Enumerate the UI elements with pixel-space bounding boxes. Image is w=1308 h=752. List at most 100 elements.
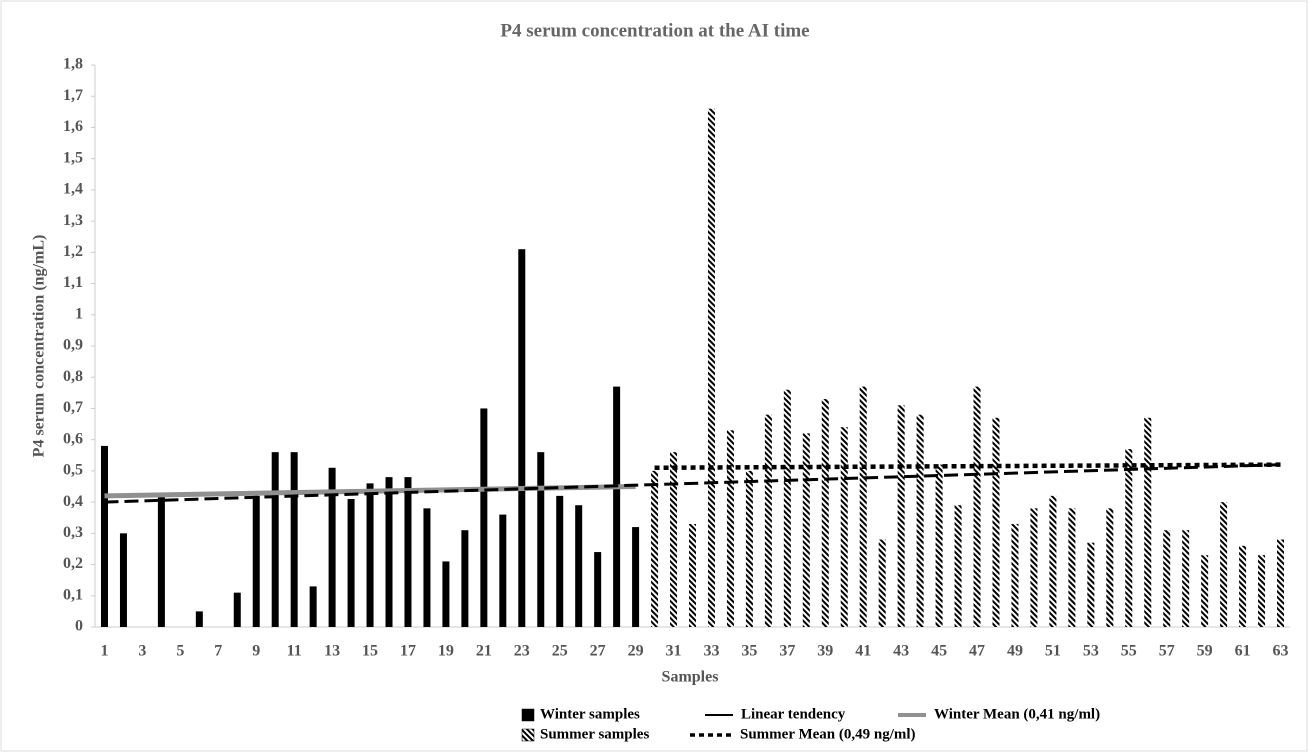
y-tick-label: 0,6 — [63, 430, 83, 447]
bar — [1220, 502, 1228, 627]
x-tick-label: 9 — [252, 643, 260, 660]
bar — [764, 414, 772, 627]
bar — [897, 405, 905, 627]
bar — [1201, 555, 1209, 627]
bar — [651, 470, 659, 627]
x-tick-label: 43 — [893, 643, 909, 660]
bar — [480, 408, 488, 627]
x-tick-label: 53 — [1083, 643, 1099, 660]
bar — [100, 445, 108, 627]
bar — [1125, 449, 1133, 627]
x-tick-label: 59 — [1197, 643, 1213, 660]
bar — [783, 389, 791, 627]
legend-label: Winter Mean (0,41 ng/ml) — [934, 706, 1100, 722]
y-tick-label: 1,2 — [63, 243, 83, 260]
bar — [1011, 523, 1019, 627]
bar — [233, 592, 241, 627]
y-tick-label: 0 — [75, 618, 83, 635]
legend-swatch — [521, 708, 535, 722]
bar — [821, 399, 829, 627]
x-axis-label: Samples — [662, 669, 719, 686]
bar — [271, 452, 279, 627]
bar — [1106, 508, 1114, 627]
bar — [575, 505, 583, 627]
bar — [347, 498, 355, 627]
bar — [973, 386, 981, 627]
bar — [461, 530, 469, 627]
bar — [385, 477, 393, 627]
legend-label: Summer Mean (0,49 ng/ml) — [740, 726, 916, 742]
x-tick-label: 57 — [1159, 643, 1175, 660]
x-tick-label: 1 — [100, 643, 108, 660]
y-tick-label: 0,5 — [63, 462, 83, 479]
x-tick-label: 21 — [476, 643, 492, 660]
x-tick-label: 33 — [703, 643, 719, 660]
x-tick-label: 17 — [400, 643, 416, 660]
bar — [499, 514, 507, 627]
x-tick-label: 23 — [514, 643, 530, 660]
bar — [1239, 545, 1247, 627]
y-tick-label: 1,3 — [63, 212, 83, 229]
x-tick-label: 55 — [1121, 643, 1137, 660]
x-tick-label: 37 — [779, 643, 795, 660]
legend-label: Summer samples — [540, 726, 649, 742]
bar — [1163, 530, 1171, 627]
x-tick-label: 3 — [138, 643, 146, 660]
y-tick-label: 0,8 — [63, 368, 83, 385]
bar — [290, 452, 298, 627]
y-tick-label: 1,7 — [63, 87, 83, 104]
bar — [1182, 530, 1190, 627]
y-tick-label: 1,6 — [63, 118, 83, 135]
bar — [745, 470, 753, 627]
bar — [1277, 539, 1285, 627]
bar — [1144, 417, 1152, 627]
y-tick-label: 0,7 — [63, 399, 83, 416]
legend-label: Linear tendency — [741, 706, 846, 722]
y-axis-label: P4 serum concentration (ng/mL) — [31, 235, 48, 458]
x-tick-label: 11 — [287, 643, 302, 660]
y-tick-label: 1 — [75, 305, 83, 322]
bar — [423, 508, 431, 627]
x-tick-label: 61 — [1235, 643, 1251, 660]
bar — [707, 108, 715, 627]
bar — [252, 495, 260, 627]
y-tick-label: 1,1 — [63, 274, 83, 291]
bar — [954, 505, 962, 627]
y-tick-label: 1,5 — [63, 149, 83, 166]
bar — [670, 452, 678, 627]
bar — [119, 533, 127, 627]
bar — [1258, 555, 1266, 627]
y-tick-label: 1,4 — [63, 181, 83, 198]
x-tick-label: 13 — [324, 643, 340, 660]
x-tick-label: 27 — [590, 643, 606, 660]
bar — [1030, 508, 1038, 627]
bar — [366, 483, 374, 627]
bar — [404, 477, 412, 627]
x-tick-label: 25 — [552, 643, 568, 660]
legend-swatch — [521, 728, 535, 742]
x-tick-label: 41 — [855, 643, 871, 660]
x-tick-label: 45 — [931, 643, 947, 660]
x-tick-label: 15 — [362, 643, 378, 660]
y-tick-label: 1,8 — [63, 56, 83, 73]
x-tick-label: 35 — [741, 643, 757, 660]
y-tick-label: 0,3 — [63, 524, 83, 541]
bar — [1049, 495, 1057, 627]
x-tick-label: 7 — [214, 643, 222, 660]
bar — [195, 611, 203, 627]
bar — [613, 386, 621, 627]
y-tick-label: 0,1 — [63, 586, 83, 603]
chart-title: P4 serum concentration at the AI time — [500, 20, 809, 41]
bar — [916, 414, 924, 627]
bar — [878, 539, 886, 627]
bar — [992, 417, 1000, 627]
x-tick-label: 63 — [1273, 643, 1289, 660]
bar — [328, 467, 336, 627]
y-tick-label: 0,9 — [63, 337, 83, 354]
bar — [840, 427, 848, 627]
y-tick-label: 0,4 — [63, 493, 83, 510]
bar — [1087, 542, 1095, 627]
bar — [689, 523, 696, 627]
